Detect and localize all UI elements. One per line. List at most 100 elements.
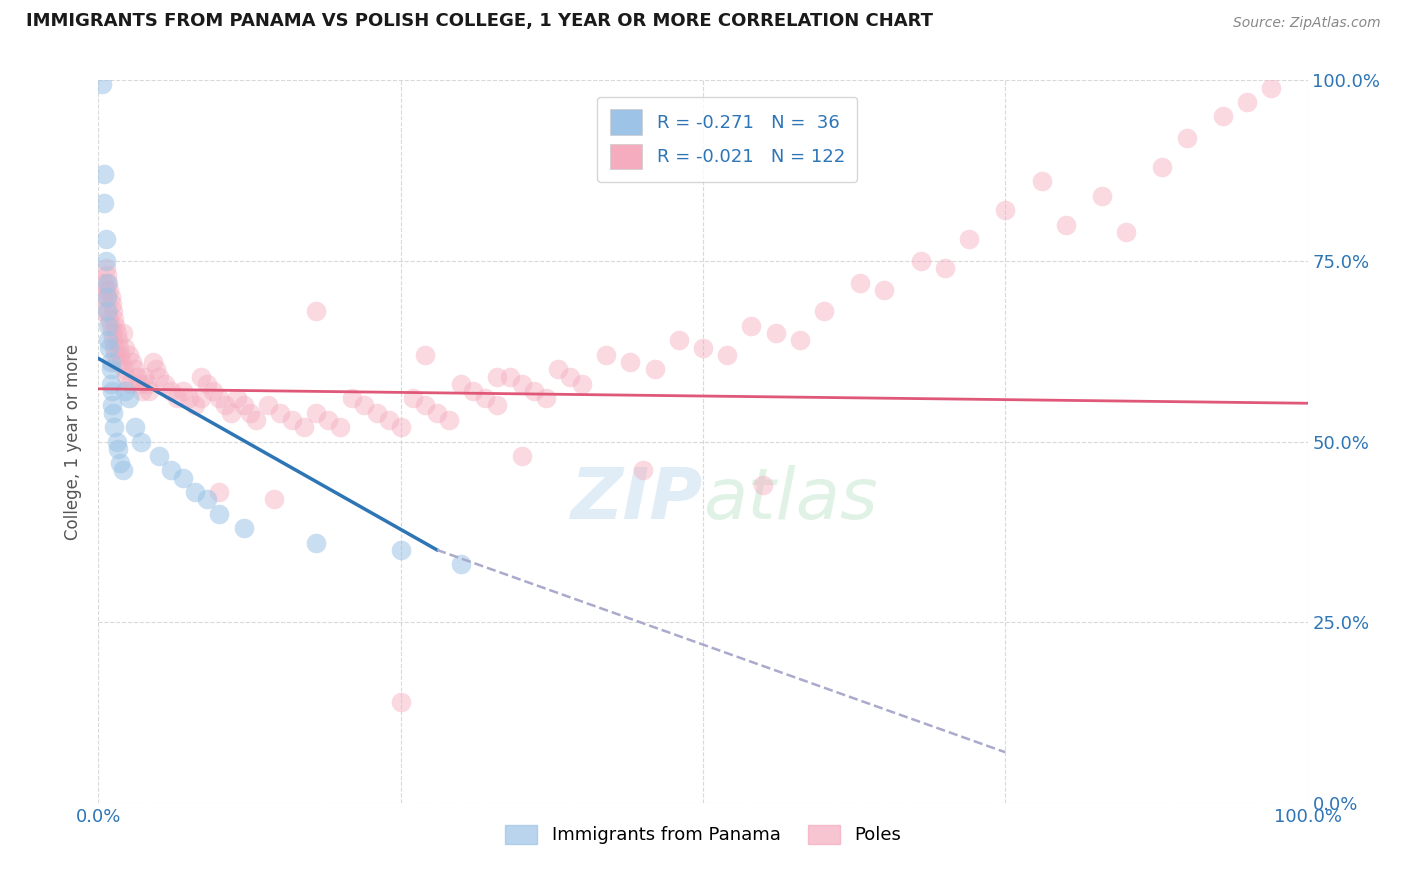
Point xyxy=(910,253,932,268)
Point xyxy=(160,463,183,477)
Point xyxy=(118,348,141,362)
Point xyxy=(179,391,201,405)
Point xyxy=(547,362,569,376)
Text: IMMIGRANTS FROM PANAMA VS POLISH COLLEGE, 1 YEAR OR MORE CORRELATION CHART: IMMIGRANTS FROM PANAMA VS POLISH COLLEGE… xyxy=(25,12,932,29)
Point xyxy=(377,413,399,427)
Point xyxy=(96,290,118,304)
Point xyxy=(486,369,509,384)
Point xyxy=(172,470,194,484)
Point xyxy=(91,77,114,91)
Point xyxy=(108,348,131,362)
Point xyxy=(94,253,117,268)
Point xyxy=(190,391,212,405)
Point xyxy=(100,362,122,376)
Point xyxy=(135,376,157,391)
Point xyxy=(134,369,156,384)
Text: Source: ZipAtlas.com: Source: ZipAtlas.com xyxy=(1233,16,1381,29)
Point xyxy=(103,420,125,434)
Point xyxy=(107,334,129,348)
Point xyxy=(1091,189,1114,203)
Point xyxy=(100,326,122,340)
Point xyxy=(389,542,412,557)
Point xyxy=(221,406,243,420)
Point xyxy=(353,398,375,412)
Point xyxy=(142,355,165,369)
Point xyxy=(100,398,122,412)
Point xyxy=(184,398,207,412)
Point xyxy=(101,334,124,348)
Point xyxy=(108,341,131,355)
Point xyxy=(202,384,225,398)
Point xyxy=(486,398,509,412)
Point xyxy=(934,261,956,276)
Point xyxy=(93,167,115,181)
Point xyxy=(1115,225,1137,239)
Point xyxy=(91,304,114,318)
Point xyxy=(523,384,546,398)
Point xyxy=(124,420,146,434)
Point xyxy=(105,355,128,369)
Point xyxy=(97,304,120,318)
Point xyxy=(413,398,436,412)
Point xyxy=(105,434,128,449)
Point xyxy=(195,492,218,507)
Point xyxy=(226,391,249,405)
Point xyxy=(389,420,412,434)
Point xyxy=(402,391,425,405)
Point xyxy=(105,326,128,340)
Point xyxy=(108,456,131,470)
Point xyxy=(101,304,124,318)
Point xyxy=(98,311,121,326)
Point xyxy=(631,463,654,477)
Point xyxy=(93,196,115,211)
Point xyxy=(450,376,472,391)
Point xyxy=(124,362,146,376)
Point xyxy=(716,348,738,362)
Point xyxy=(305,406,328,420)
Point xyxy=(342,391,364,405)
Point xyxy=(114,341,136,355)
Point xyxy=(413,348,436,362)
Point xyxy=(426,406,449,420)
Point xyxy=(263,492,285,507)
Point xyxy=(153,376,176,391)
Point xyxy=(148,369,170,384)
Point xyxy=(619,355,641,369)
Point xyxy=(813,304,835,318)
Point xyxy=(437,413,460,427)
Point xyxy=(107,442,129,456)
Point xyxy=(128,376,150,391)
Point xyxy=(269,406,291,420)
Text: atlas: atlas xyxy=(703,465,877,533)
Point xyxy=(96,276,118,290)
Point xyxy=(104,348,127,362)
Point xyxy=(644,362,666,376)
Point xyxy=(1175,131,1198,145)
Point xyxy=(765,326,787,340)
Point xyxy=(571,376,593,391)
Point xyxy=(104,318,127,333)
Point xyxy=(692,341,714,355)
Point xyxy=(474,391,496,405)
Point xyxy=(366,406,388,420)
Point xyxy=(172,384,194,398)
Point xyxy=(101,406,124,420)
Point xyxy=(96,304,118,318)
Point xyxy=(239,406,262,420)
Point xyxy=(510,376,533,391)
Point xyxy=(91,276,114,290)
Point xyxy=(510,449,533,463)
Point xyxy=(94,283,117,297)
Point xyxy=(740,318,762,333)
Point xyxy=(305,304,328,318)
Point xyxy=(114,384,136,398)
Point xyxy=(100,355,122,369)
Point xyxy=(595,348,617,362)
Point xyxy=(112,362,135,376)
Point xyxy=(245,413,267,427)
Point xyxy=(103,311,125,326)
Point xyxy=(873,283,896,297)
Point xyxy=(208,507,231,521)
Point xyxy=(849,276,872,290)
Point xyxy=(256,398,278,412)
